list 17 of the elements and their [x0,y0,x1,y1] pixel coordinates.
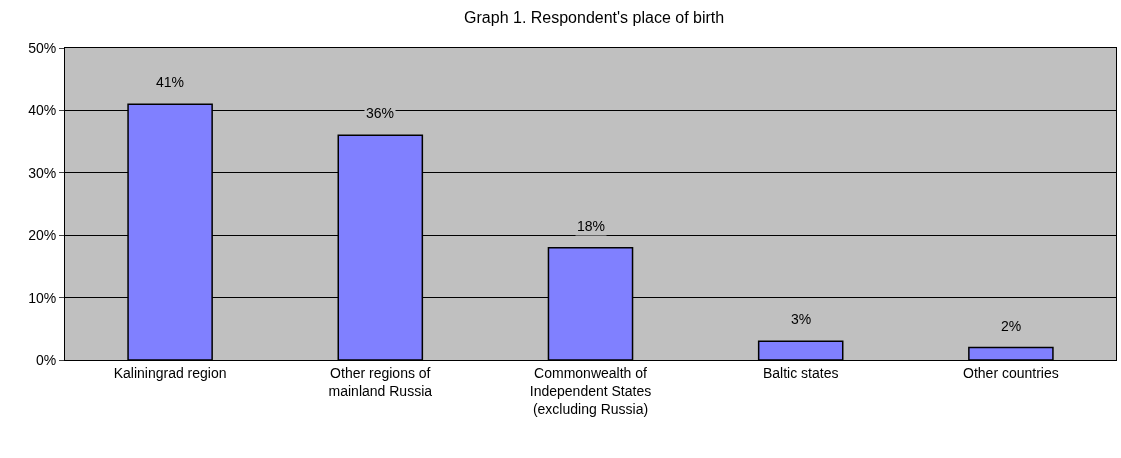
x-tick-label: Commonwealth of Independent States (excluding Russia) [529,364,652,418]
chart-title: Graph 1. Respondent's place of birth [464,8,725,26]
data-label: 3% [791,311,812,327]
y-tick-label: 40% [28,102,57,119]
data-label: 41% [156,74,185,90]
y-tick-label: 20% [28,227,57,244]
x-tick-label: Other countries [963,364,1059,381]
data-label: 18% [577,218,606,234]
y-tick-label: 50% [28,39,57,56]
y-tick-label: 30% [28,164,57,181]
data-label: 2% [1001,318,1022,334]
x-tick-label: Other regions of mainland Russia [328,364,433,399]
x-tick-label: Baltic states [762,364,839,381]
y-tick-label: 10% [28,289,57,306]
y-tick-label: 0% [35,351,57,368]
data-label: 36% [366,105,395,121]
x-tick-label: Kaliningrad region [113,364,227,381]
